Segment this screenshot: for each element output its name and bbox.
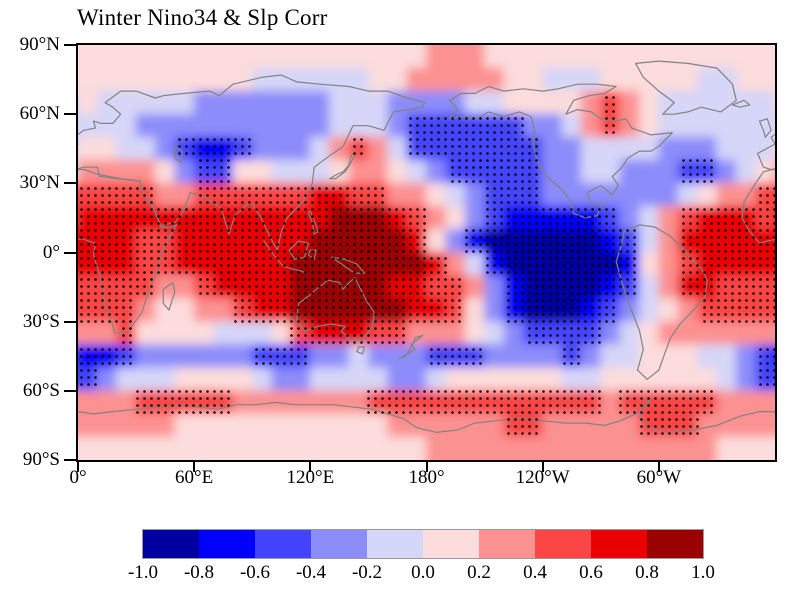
colorbar-tick-label: 0.4: [523, 562, 547, 583]
colorbar-segment: [143, 530, 199, 558]
y-tick-mark: [64, 251, 76, 254]
colorbar-segment: [367, 530, 423, 558]
x-tick-mark: [193, 462, 196, 472]
x-tick-mark: [541, 462, 544, 472]
colorbar-segment: [479, 530, 535, 558]
y-tick-mark: [64, 389, 76, 392]
colorbar: [142, 529, 704, 559]
colorbar-segment: [647, 530, 703, 558]
colorbar-segment: [591, 530, 647, 558]
significance-stippling: [80, 96, 775, 435]
chart-title: Winter Nino34 & Slp Corr: [77, 5, 328, 30]
y-axis-tick-label: 30°S: [22, 310, 60, 332]
colorbar-tick-label: -0.6: [239, 562, 271, 583]
colorbar-segment: [535, 530, 591, 558]
y-tick-mark: [64, 113, 76, 116]
colorbar-tick-label: 0.8: [635, 562, 659, 583]
x-axis-tick-label: 0°: [69, 467, 87, 488]
x-axis-tick-label: 180°: [408, 467, 445, 488]
x-axis-tick-label: 60°W: [636, 467, 682, 488]
x-axis-tick-label: 120°E: [286, 467, 335, 488]
y-tick-mark: [64, 182, 76, 185]
y-tick-mark: [64, 44, 76, 46]
colorbar-tick-label: -1.0: [127, 562, 159, 583]
world-correlation-map: [78, 45, 775, 460]
y-axis-tick-label: 90°S: [22, 449, 60, 470]
x-axis-tick-label: 120°W: [515, 467, 570, 488]
x-tick-mark: [309, 462, 312, 472]
colorbar-tick-label: -0.2: [351, 562, 383, 583]
colorbar-tick-label: 0.0: [411, 562, 435, 583]
y-axis-tick-label: 60°S: [22, 379, 60, 401]
x-tick-mark: [425, 462, 428, 472]
y-axis-tick-label: 60°N: [19, 103, 60, 125]
colorbar-tick-label: 1.0: [691, 562, 715, 583]
colorbar-segment: [199, 530, 255, 558]
colorbar-segment: [423, 530, 479, 558]
colorbar-tick-label: 0.2: [467, 562, 491, 583]
coastlines: [78, 60, 775, 433]
y-tick-mark: [64, 459, 76, 461]
colorbar-segment: [255, 530, 311, 558]
x-tick-mark: [77, 462, 79, 472]
x-tick-mark: [657, 462, 660, 472]
colorbar-segment: [311, 530, 367, 558]
y-tick-mark: [64, 320, 76, 323]
colorbar-tick-label: -0.8: [183, 562, 215, 583]
y-axis-tick-label: 90°N: [19, 34, 60, 55]
colorbar-tick-label: -0.4: [295, 562, 327, 583]
y-axis-tick-label: 30°N: [19, 172, 60, 194]
y-axis-tick-label: 0°: [42, 241, 60, 263]
x-axis-tick-label: 60°E: [175, 467, 214, 488]
colorbar-tick-label: 0.6: [579, 562, 603, 583]
map-plot-frame: [76, 43, 777, 462]
